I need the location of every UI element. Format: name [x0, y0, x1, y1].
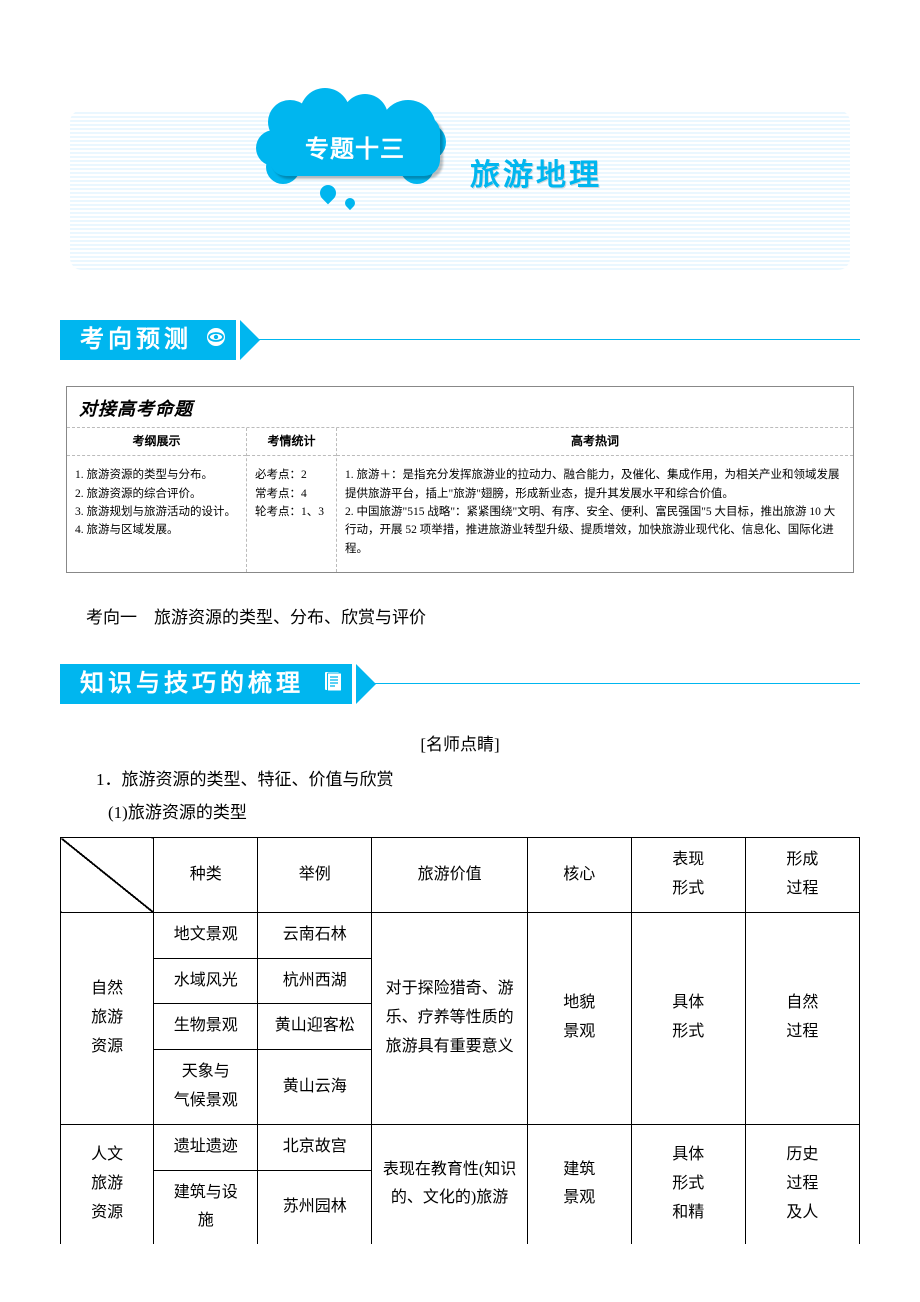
- table-row: 人文旅游资源 遗址遗迹 北京故宫 表现在教育性(知识的、文化的)旅游 建筑景观 …: [61, 1124, 860, 1170]
- cat-human: 人文旅游资源: [61, 1124, 154, 1244]
- th-process: 形成过程: [745, 838, 859, 913]
- resource-type-table: 种类 举例 旅游价值 核心 表现形式 形成过程 自然旅游资源 地文景观 云南石林…: [60, 837, 860, 1244]
- kind-cell: 水域风光: [154, 958, 258, 1004]
- stats-line: 轮考点：1、3: [255, 503, 328, 521]
- example-cell: 黄山迎客松: [258, 1004, 372, 1050]
- exam-col-stats-head: 考情统计: [247, 428, 336, 456]
- value-natural: 对于探险猎奇、游乐、疗养等性质的旅游具有重要意义: [372, 912, 528, 1124]
- section-forecast: 考向预测: [60, 320, 860, 364]
- example-cell: 黄山云海: [258, 1050, 372, 1125]
- form-human: 具体形式和精: [631, 1124, 745, 1244]
- example-cell: 苏州园林: [258, 1170, 372, 1244]
- process-natural: 自然过程: [745, 912, 859, 1124]
- exam-col-hotwords-head: 高考热词: [337, 428, 853, 456]
- hotword-item: 2. 中国旅游"515 战略"：紧紧围绕"文明、有序、安全、便利、富民强国"5 …: [345, 503, 845, 558]
- section-knowledge: 知识与技巧的梳理: [60, 664, 860, 708]
- section-forecast-label: 考向预测: [80, 327, 192, 353]
- hotword-item: 1. 旅游＋：是指充分发挥旅游业的拉动力、融合能力，及催化、集成作用，为相关产业…: [345, 466, 845, 503]
- kind-cell: 地文景观: [154, 912, 258, 958]
- heading-1: 1．旅游资源的类型、特征、价值与欣赏: [96, 765, 860, 790]
- value-human: 表现在教育性(知识的、文化的)旅游: [372, 1124, 528, 1244]
- example-cell: 云南石林: [258, 912, 372, 958]
- diag-cell: [61, 838, 154, 913]
- document-icon: [324, 670, 342, 698]
- kind-cell: 天象与气候景观: [154, 1050, 258, 1125]
- th-example: 举例: [258, 838, 372, 913]
- th-form: 表现形式: [631, 838, 745, 913]
- chapter-number: 专题十三: [305, 129, 405, 164]
- core-human: 建筑景观: [527, 1124, 631, 1244]
- example-cell: 杭州西湖: [258, 958, 372, 1004]
- exam-topic-title: 对接高考命题: [67, 387, 853, 428]
- outline-item: 1. 旅游资源的类型与分布。: [75, 466, 238, 484]
- direction-one: 考向一 旅游资源的类型、分布、欣赏与评价: [86, 603, 860, 628]
- example-cell: 北京故宫: [258, 1124, 372, 1170]
- chapter-title: 旅游地理: [470, 150, 602, 194]
- cat-natural: 自然旅游资源: [61, 912, 154, 1124]
- exam-col-outline: 考纲展示 1. 旅游资源的类型与分布。 2. 旅游资源的综合评价。 3. 旅游规…: [67, 428, 247, 572]
- eye-icon: [206, 326, 226, 354]
- kind-cell: 建筑与设施: [154, 1170, 258, 1244]
- outline-item: 4. 旅游与区域发展。: [75, 521, 238, 539]
- exam-col-hotwords: 高考热词 1. 旅游＋：是指充分发挥旅游业的拉动力、融合能力，及催化、集成作用，…: [337, 428, 853, 572]
- stats-line: 常考点：4: [255, 485, 328, 503]
- subheading-1: (1)旅游资源的类型: [108, 798, 860, 823]
- cloud-badge: 专题十三: [260, 90, 450, 200]
- teacher-note: [名师点睛]: [60, 730, 860, 755]
- form-natural: 具体形式: [631, 912, 745, 1124]
- core-natural: 地貌景观: [527, 912, 631, 1124]
- stats-line: 必考点：2: [255, 466, 328, 484]
- table-row: 自然旅游资源 地文景观 云南石林 对于探险猎奇、游乐、疗养等性质的旅游具有重要意…: [61, 912, 860, 958]
- chapter-banner: 专题十三 旅游地理: [70, 110, 850, 270]
- table-row: 种类 举例 旅游价值 核心 表现形式 形成过程: [61, 838, 860, 913]
- outline-item: 2. 旅游资源的综合评价。: [75, 485, 238, 503]
- th-core: 核心: [527, 838, 631, 913]
- process-human: 历史过程及人: [745, 1124, 859, 1244]
- th-value: 旅游价值: [372, 838, 528, 913]
- kind-cell: 生物景观: [154, 1004, 258, 1050]
- th-kind: 种类: [154, 838, 258, 913]
- exam-col-outline-head: 考纲展示: [67, 428, 246, 456]
- exam-col-stats: 考情统计 必考点：2 常考点：4 轮考点：1、3: [247, 428, 337, 572]
- kind-cell: 遗址遗迹: [154, 1124, 258, 1170]
- outline-item: 3. 旅游规划与旅游活动的设计。: [75, 503, 238, 521]
- section-knowledge-label: 知识与技巧的梳理: [80, 671, 304, 697]
- exam-topic-box: 对接高考命题 考纲展示 1. 旅游资源的类型与分布。 2. 旅游资源的综合评价。…: [66, 386, 854, 573]
